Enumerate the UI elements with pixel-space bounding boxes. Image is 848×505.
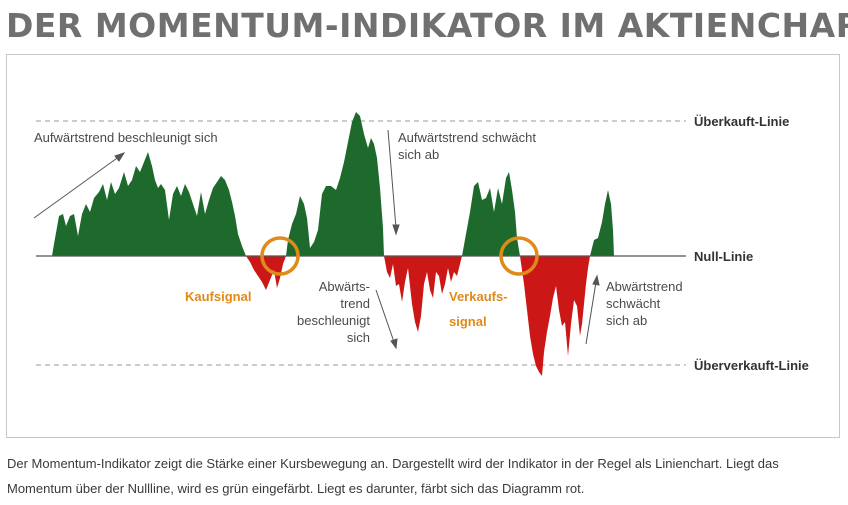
green-area-1 (52, 152, 246, 256)
arrow-up-accel (33, 155, 121, 219)
green-area-3 (462, 172, 520, 256)
annotation-down-accel-3: beschleunigt (297, 313, 370, 328)
arrow-up-weak-head (392, 224, 400, 236)
zero-label: Null-Linie (694, 249, 753, 264)
sell-signal-label-1: Verkaufs- (449, 289, 508, 304)
annotation-up-weak-1: Aufwärtstrend schwächt (398, 130, 536, 145)
annotation-down-accel: Abwärts- trend beschleunigt sich (297, 279, 370, 345)
green-area-4 (590, 190, 614, 256)
arrow-down-accel-head (390, 338, 398, 350)
annotation-down-weak-2: schwächt (606, 296, 661, 311)
annotation-down-accel-1: Abwärts- (319, 279, 370, 294)
annotation-down-weak-3: sich ab (606, 313, 647, 328)
red-area-1 (246, 256, 286, 290)
red-area-2 (384, 256, 462, 332)
red-area-3 (520, 256, 590, 376)
annotation-arrows (33, 129, 600, 350)
chart-frame (6, 54, 840, 438)
green-area-2 (286, 112, 384, 256)
overbought-label: Überkauft-Linie (694, 114, 789, 129)
annotation-down-weak-1: Abwärtstrend (606, 279, 683, 294)
buy-signal-circle (260, 236, 300, 276)
annotation-up-weak-2: sich ab (398, 147, 439, 162)
annotation-up-accel: Aufwärtstrend beschleunigt sich (34, 130, 218, 145)
arrow-down-weak (585, 281, 597, 345)
annotation-down-accel-2: trend (340, 296, 370, 311)
arrow-down-accel (375, 289, 395, 343)
page-title: DER MOMENTUM-INDIKATOR IM AKTIENCHART (6, 6, 848, 45)
annotation-down-accel-4: sich (347, 330, 370, 345)
arrow-down-weak-head (592, 274, 600, 286)
sell-signal-circle (499, 236, 539, 276)
sell-signal-label-2: signal (449, 314, 487, 329)
positive-momentum-area (52, 112, 614, 256)
negative-momentum-area (246, 256, 590, 376)
oversold-label: Überverkauft-Linie (694, 358, 809, 373)
momentum-chart: Überkauft-Linie Null-Linie Überverkauft-… (33, 112, 809, 376)
caption: Der Momentum-Indikator zeigt die Stärke … (7, 456, 779, 496)
arrow-up-weak (387, 129, 397, 229)
arrow-up-accel-head (114, 152, 126, 162)
buy-signal-label: Kaufsignal (185, 289, 251, 304)
